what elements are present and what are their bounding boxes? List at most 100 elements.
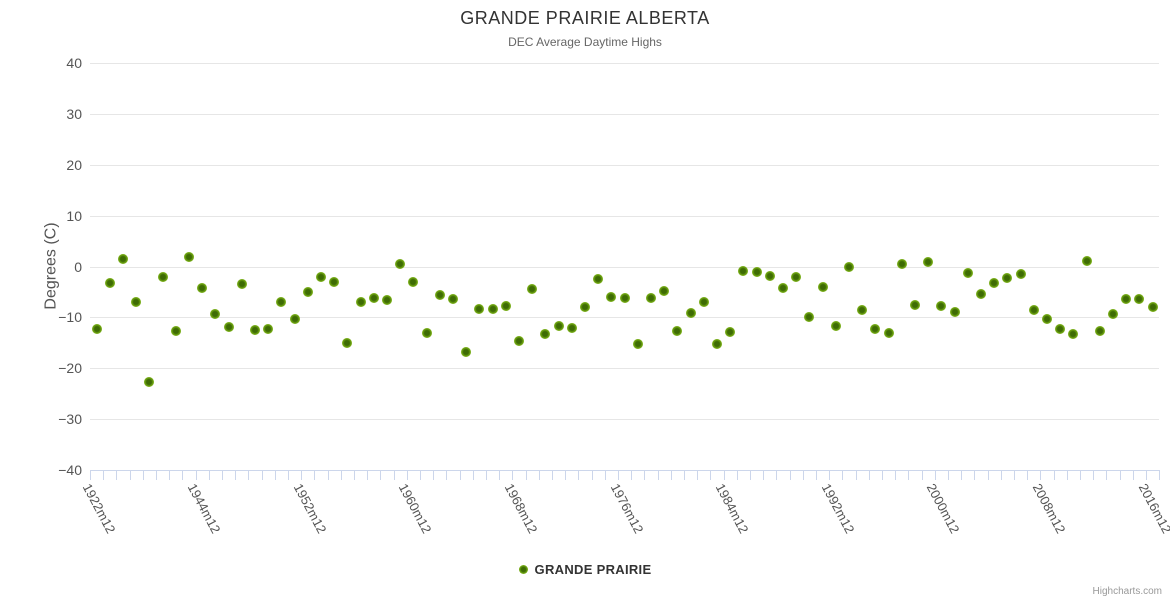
data-point[interactable] bbox=[395, 259, 406, 270]
data-point[interactable] bbox=[883, 328, 894, 339]
data-point[interactable] bbox=[316, 272, 326, 283]
data-point[interactable] bbox=[131, 296, 142, 307]
data-point[interactable] bbox=[1121, 293, 1132, 304]
data-point[interactable] bbox=[408, 276, 419, 287]
data-point[interactable] bbox=[527, 283, 538, 294]
data-point[interactable] bbox=[1147, 302, 1158, 313]
data-point[interactable] bbox=[857, 304, 868, 315]
data-point[interactable] bbox=[487, 304, 498, 315]
y-axis-tick-label: −30 bbox=[58, 411, 82, 428]
y-gridline bbox=[90, 113, 1160, 115]
x-axis-tick bbox=[538, 470, 540, 480]
data-point[interactable] bbox=[923, 256, 934, 267]
data-point[interactable] bbox=[698, 296, 709, 307]
x-axis-tick bbox=[393, 470, 395, 480]
data-point[interactable] bbox=[91, 323, 102, 334]
data-point[interactable] bbox=[632, 338, 643, 349]
data-point[interactable] bbox=[104, 277, 115, 288]
data-point[interactable] bbox=[144, 377, 155, 388]
data-point[interactable] bbox=[157, 272, 168, 283]
data-point[interactable] bbox=[910, 300, 920, 311]
data-point[interactable] bbox=[355, 296, 366, 307]
x-axis-tick bbox=[248, 470, 250, 480]
data-point[interactable] bbox=[1081, 256, 1092, 267]
data-point[interactable] bbox=[778, 283, 788, 294]
data-point[interactable] bbox=[738, 266, 749, 277]
data-point[interactable] bbox=[1055, 324, 1066, 335]
data-point[interactable] bbox=[1002, 272, 1013, 283]
data-point[interactable] bbox=[764, 270, 775, 281]
data-point[interactable] bbox=[118, 253, 128, 264]
data-point[interactable] bbox=[540, 329, 551, 340]
highcharts-credit-link[interactable]: Highcharts.com bbox=[1092, 586, 1162, 597]
data-point[interactable] bbox=[302, 287, 313, 298]
data-point[interactable] bbox=[1108, 309, 1118, 320]
x-axis-tick bbox=[948, 470, 949, 480]
data-point[interactable] bbox=[184, 251, 194, 262]
data-point[interactable] bbox=[1042, 314, 1052, 325]
data-point[interactable] bbox=[593, 273, 604, 284]
data-point[interactable] bbox=[553, 320, 564, 331]
data-point[interactable] bbox=[474, 303, 485, 314]
data-point[interactable] bbox=[804, 311, 815, 322]
data-point[interactable] bbox=[659, 285, 670, 296]
y-axis-tick-label: −10 bbox=[58, 309, 82, 326]
data-point[interactable] bbox=[817, 281, 828, 292]
data-point[interactable] bbox=[223, 322, 234, 333]
data-point[interactable] bbox=[1068, 328, 1079, 339]
y-axis-tick-label: −40 bbox=[58, 462, 82, 478]
data-point[interactable] bbox=[329, 277, 340, 288]
data-point[interactable] bbox=[289, 314, 300, 325]
data-point[interactable] bbox=[830, 320, 841, 331]
data-point[interactable] bbox=[566, 322, 577, 333]
data-point[interactable] bbox=[250, 325, 260, 336]
data-point[interactable] bbox=[712, 339, 722, 350]
data-point[interactable] bbox=[976, 289, 986, 300]
data-point[interactable] bbox=[1094, 326, 1105, 337]
data-point[interactable] bbox=[434, 289, 445, 300]
data-point[interactable] bbox=[170, 326, 181, 337]
x-axis-tick bbox=[433, 470, 435, 480]
data-point[interactable] bbox=[1015, 268, 1026, 279]
y-gridline bbox=[90, 266, 1160, 268]
data-point[interactable] bbox=[1134, 293, 1145, 304]
data-point[interactable] bbox=[500, 300, 511, 311]
data-point[interactable] bbox=[514, 335, 524, 346]
x-axis-tick bbox=[908, 470, 910, 480]
data-point[interactable] bbox=[342, 338, 353, 349]
data-point[interactable] bbox=[725, 326, 736, 337]
data-point[interactable] bbox=[672, 325, 683, 336]
data-point[interactable] bbox=[236, 278, 247, 289]
data-point[interactable] bbox=[685, 307, 696, 318]
data-point[interactable] bbox=[210, 309, 221, 320]
legend-item-grande-prairie[interactable]: GRANDE PRAIRIE bbox=[0, 562, 1170, 577]
data-point[interactable] bbox=[751, 266, 762, 277]
data-point[interactable] bbox=[368, 292, 379, 303]
data-point[interactable] bbox=[791, 272, 802, 283]
data-point[interactable] bbox=[949, 306, 960, 317]
data-point[interactable] bbox=[263, 324, 274, 335]
data-point[interactable] bbox=[461, 346, 472, 357]
data-point[interactable] bbox=[962, 267, 973, 278]
data-point[interactable] bbox=[870, 324, 881, 335]
data-point[interactable] bbox=[421, 327, 432, 338]
data-point[interactable] bbox=[1028, 304, 1039, 315]
data-point[interactable] bbox=[936, 300, 947, 311]
x-axis-tick bbox=[222, 470, 223, 480]
x-axis-tick bbox=[697, 470, 699, 480]
x-axis-tick bbox=[406, 470, 408, 480]
data-point[interactable] bbox=[989, 278, 1000, 289]
data-point[interactable] bbox=[382, 294, 392, 305]
data-point[interactable] bbox=[448, 293, 458, 304]
x-axis-tick bbox=[1066, 470, 1068, 480]
data-point[interactable] bbox=[197, 283, 208, 294]
data-point[interactable] bbox=[896, 258, 907, 269]
data-point[interactable] bbox=[619, 292, 630, 303]
legend-marker-icon bbox=[518, 565, 528, 574]
data-point[interactable] bbox=[646, 292, 656, 303]
data-point[interactable] bbox=[580, 302, 590, 313]
x-axis-tick bbox=[1146, 470, 1147, 480]
data-point[interactable] bbox=[606, 291, 617, 302]
data-point[interactable] bbox=[276, 296, 287, 307]
data-point[interactable] bbox=[844, 261, 854, 272]
